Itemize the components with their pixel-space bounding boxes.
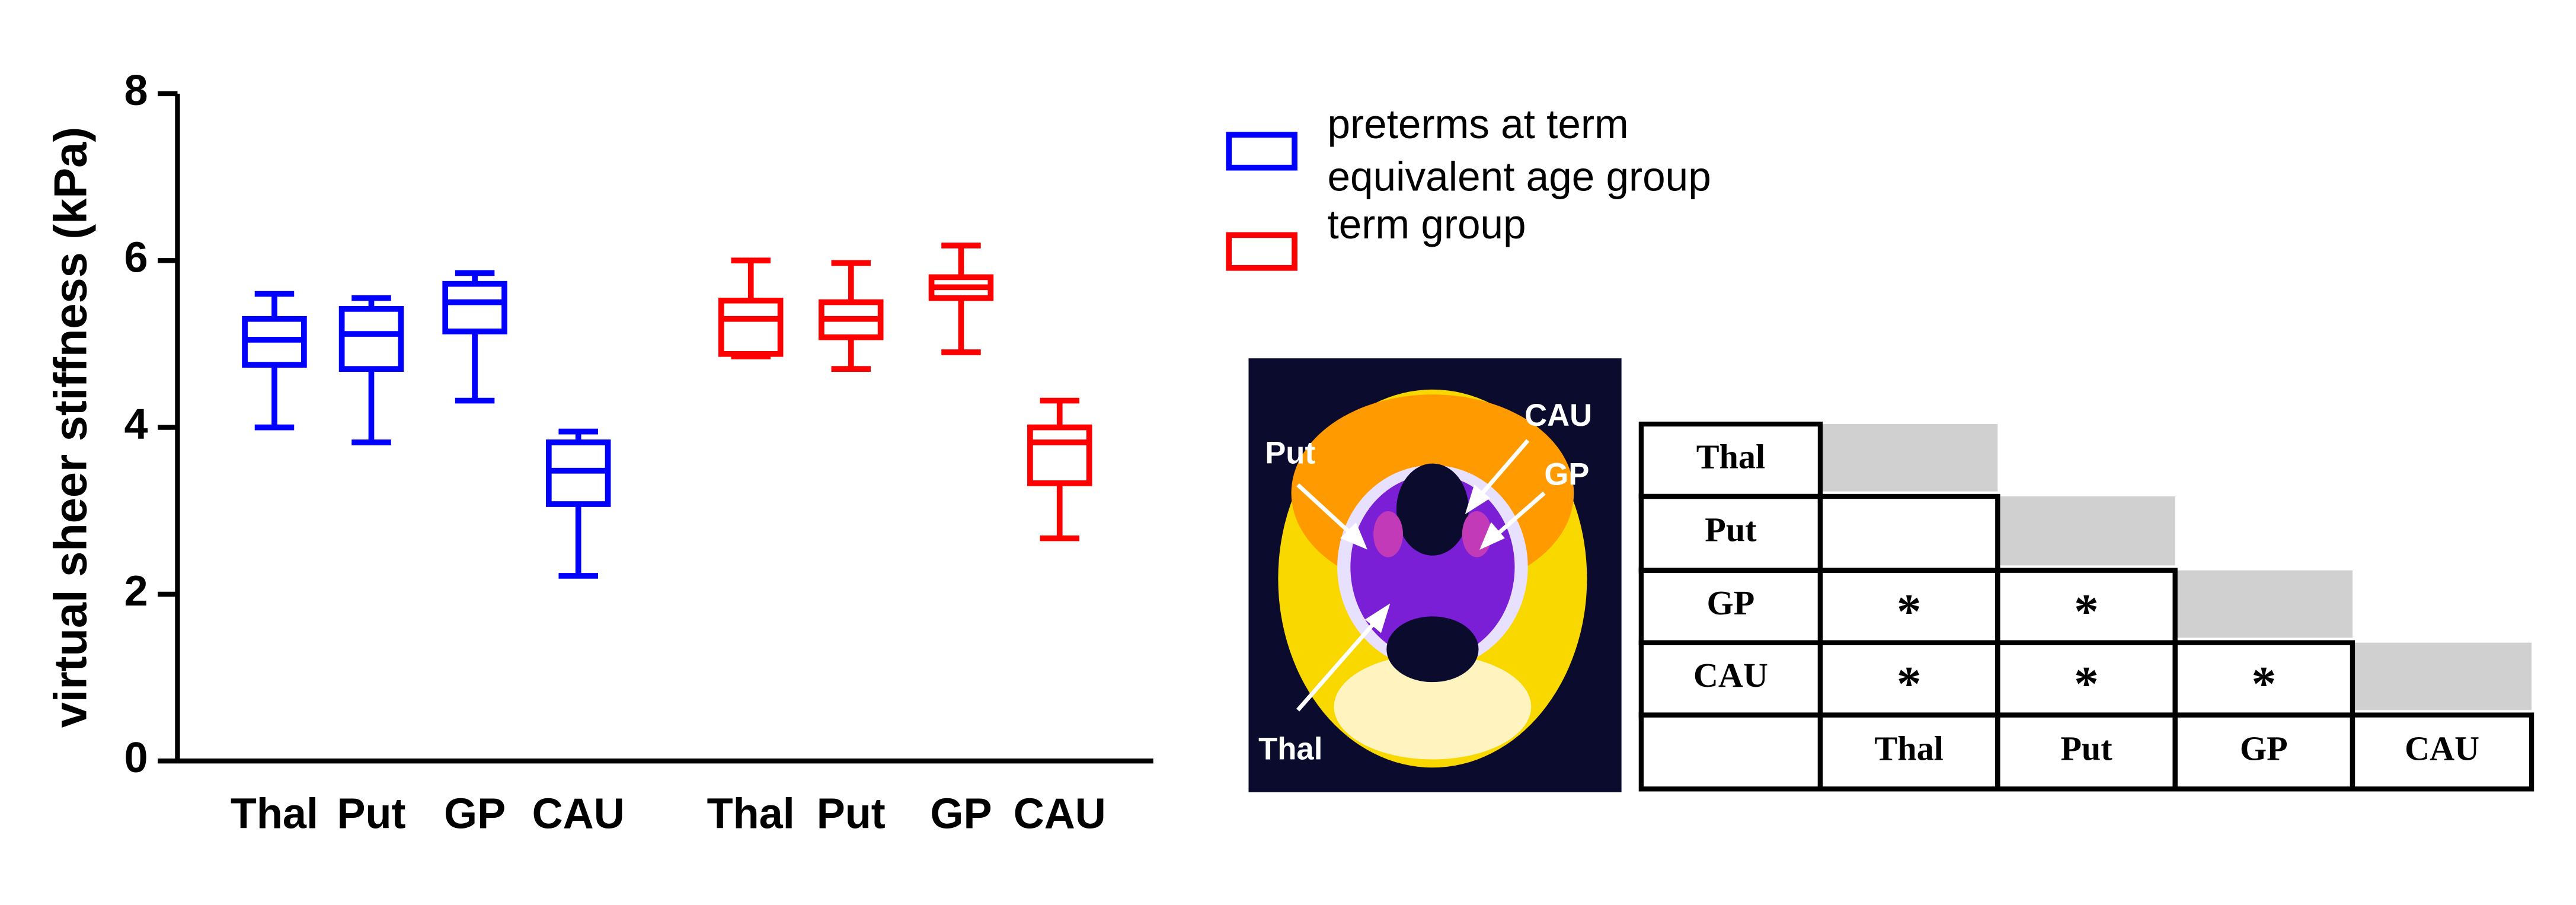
- grey-cell: [2352, 642, 2532, 710]
- grey-cell: [1820, 424, 1998, 492]
- legend-label: term group: [1327, 202, 1526, 248]
- column-header: [2350, 712, 2535, 792]
- region-label: Put: [1265, 436, 1315, 471]
- x-tick-label: CAU: [1014, 790, 1106, 837]
- box: [338, 306, 404, 372]
- row-header-text: GP: [1707, 584, 1755, 622]
- x-tick-label: CAU: [532, 790, 625, 837]
- region-label: GP: [1544, 457, 1589, 492]
- x-tick-label: GP: [444, 790, 506, 837]
- region-label: Thal: [1258, 731, 1322, 766]
- x-tick-label: GP: [930, 790, 992, 837]
- grey-cell: [2175, 570, 2353, 638]
- table-cell: [1817, 493, 2000, 573]
- legend-swatch: [1226, 232, 1297, 271]
- x-tick-label: Put: [337, 790, 405, 837]
- row-header-text: Put: [1705, 511, 1757, 549]
- grey-cell: [1997, 496, 2175, 566]
- legend-entry: term group: [1327, 202, 1526, 248]
- table-corner: [1638, 712, 1823, 792]
- row-header-text: Thal: [1696, 437, 1765, 476]
- region-label: CAU: [1524, 398, 1592, 433]
- y-axis-label: virtual sheer stiffness (kPa): [45, 127, 96, 728]
- table-cell-text: *: [1897, 656, 1922, 710]
- y-tick-label: 4: [124, 401, 148, 448]
- table-cell-text: *: [2074, 584, 2099, 638]
- table-cell-text: *: [2074, 656, 2099, 710]
- brain-image: [1248, 358, 1622, 792]
- legend-swatch: [1226, 132, 1297, 171]
- y-tick-label: 2: [124, 568, 148, 615]
- x-tick-label: Put: [817, 790, 886, 837]
- y-tick-label: 8: [124, 67, 148, 114]
- column-header-text: CAU: [2405, 729, 2479, 767]
- legend-entry: preterms at term equivalent age group: [1327, 101, 1711, 201]
- y-tick-label: 0: [124, 734, 148, 782]
- column-header-text: GP: [2240, 729, 2288, 767]
- box: [1027, 424, 1092, 486]
- y-tick-label: 6: [124, 234, 148, 281]
- row-header-text: CAU: [1693, 656, 1768, 694]
- legend-label: preterms at term equivalent age group: [1327, 101, 1711, 201]
- box: [718, 297, 784, 357]
- table-cell-text: *: [1897, 584, 1922, 638]
- column-header-text: Put: [2060, 729, 2112, 767]
- table-cell-text: *: [2252, 656, 2277, 710]
- column-header-text: Thal: [1874, 729, 1943, 767]
- box: [442, 281, 507, 334]
- x-tick-label: Thal: [707, 790, 795, 837]
- x-tick-label: Thal: [231, 790, 318, 837]
